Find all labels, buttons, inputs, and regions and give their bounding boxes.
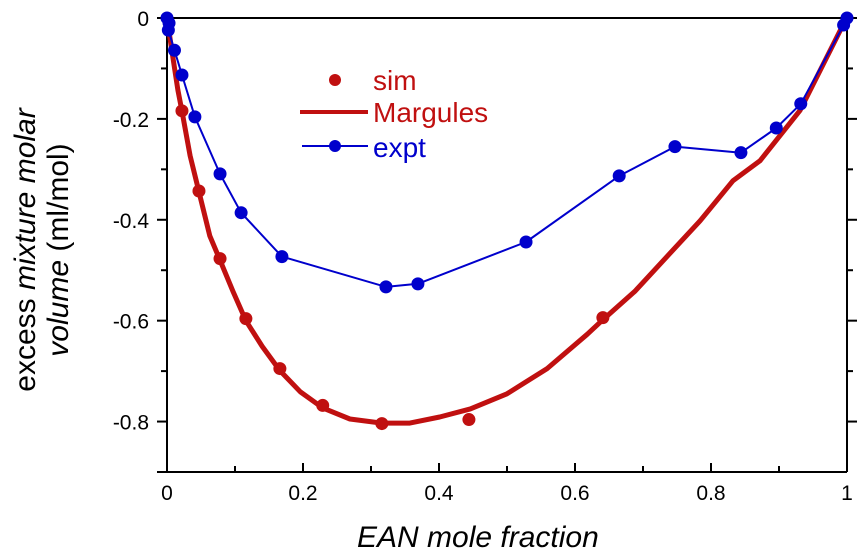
y-axis-title-part: (ml/mol)	[42, 143, 75, 260]
y-tick-label: 0	[137, 8, 149, 31]
data-point-expt	[840, 11, 854, 25]
legend-sim-marker	[329, 74, 341, 86]
data-point-expt	[769, 121, 783, 135]
legend-expt-label: expt	[373, 132, 426, 163]
x-tick-label: 1	[841, 482, 853, 505]
data-point-expt	[734, 146, 748, 160]
data-point-expt	[411, 277, 425, 291]
legend-expt-marker	[329, 140, 341, 152]
y-axis-title-part: volume	[42, 260, 75, 357]
data-point-expt	[519, 235, 533, 249]
legend-sim-label: sim	[373, 65, 417, 96]
y-axis-title-part: excess	[9, 290, 42, 392]
data-point-expt	[234, 206, 248, 220]
data-point-sim	[273, 362, 287, 376]
y-tick-label: -0.6	[113, 311, 149, 334]
data-point-expt	[794, 97, 808, 111]
y-axis-title-line1: excess mixture molar	[9, 107, 42, 391]
series-sim	[175, 104, 610, 431]
x-tick-label: 0.6	[560, 482, 589, 505]
y-tick-label: -0.2	[113, 109, 149, 132]
data-point-expt	[167, 43, 181, 57]
x-tick-label: 0	[161, 482, 173, 505]
legend-margules-label: Margules	[373, 97, 488, 128]
data-point-sim	[175, 104, 189, 118]
x-tick-label: 0.8	[696, 482, 725, 505]
y-tick-label: -0.8	[113, 412, 149, 435]
y-axis-title-line2: volume (ml/mol)	[42, 143, 75, 356]
data-point-expt	[668, 140, 682, 154]
data-point-sim	[239, 312, 253, 326]
data-point-expt	[161, 23, 175, 37]
series-margules	[164, 15, 850, 426]
data-point-expt	[188, 110, 202, 124]
series-line-margules	[164, 15, 850, 426]
series-expt	[160, 11, 854, 294]
data-point-sim	[213, 252, 227, 266]
x-tick-label: 0.4	[424, 482, 454, 505]
data-point-sim	[192, 184, 206, 198]
legend: sim Margules expt	[300, 65, 488, 163]
series-layer	[160, 11, 854, 431]
data-point-sim	[316, 398, 330, 412]
x-tick-label: 0.2	[288, 482, 317, 505]
y-tick-label: -0.4	[113, 210, 150, 233]
data-point-expt	[275, 250, 289, 264]
data-point-sim	[375, 417, 389, 431]
axes	[157, 17, 848, 473]
data-point-sim	[596, 311, 610, 325]
data-point-expt	[379, 280, 393, 294]
data-point-expt	[213, 167, 227, 181]
y-axis-title-part: mixture molar	[9, 107, 42, 290]
data-point-sim	[462, 413, 476, 427]
data-point-expt	[612, 169, 626, 183]
x-axis-title: EAN mole fraction	[357, 521, 599, 554]
data-point-expt	[175, 68, 189, 82]
